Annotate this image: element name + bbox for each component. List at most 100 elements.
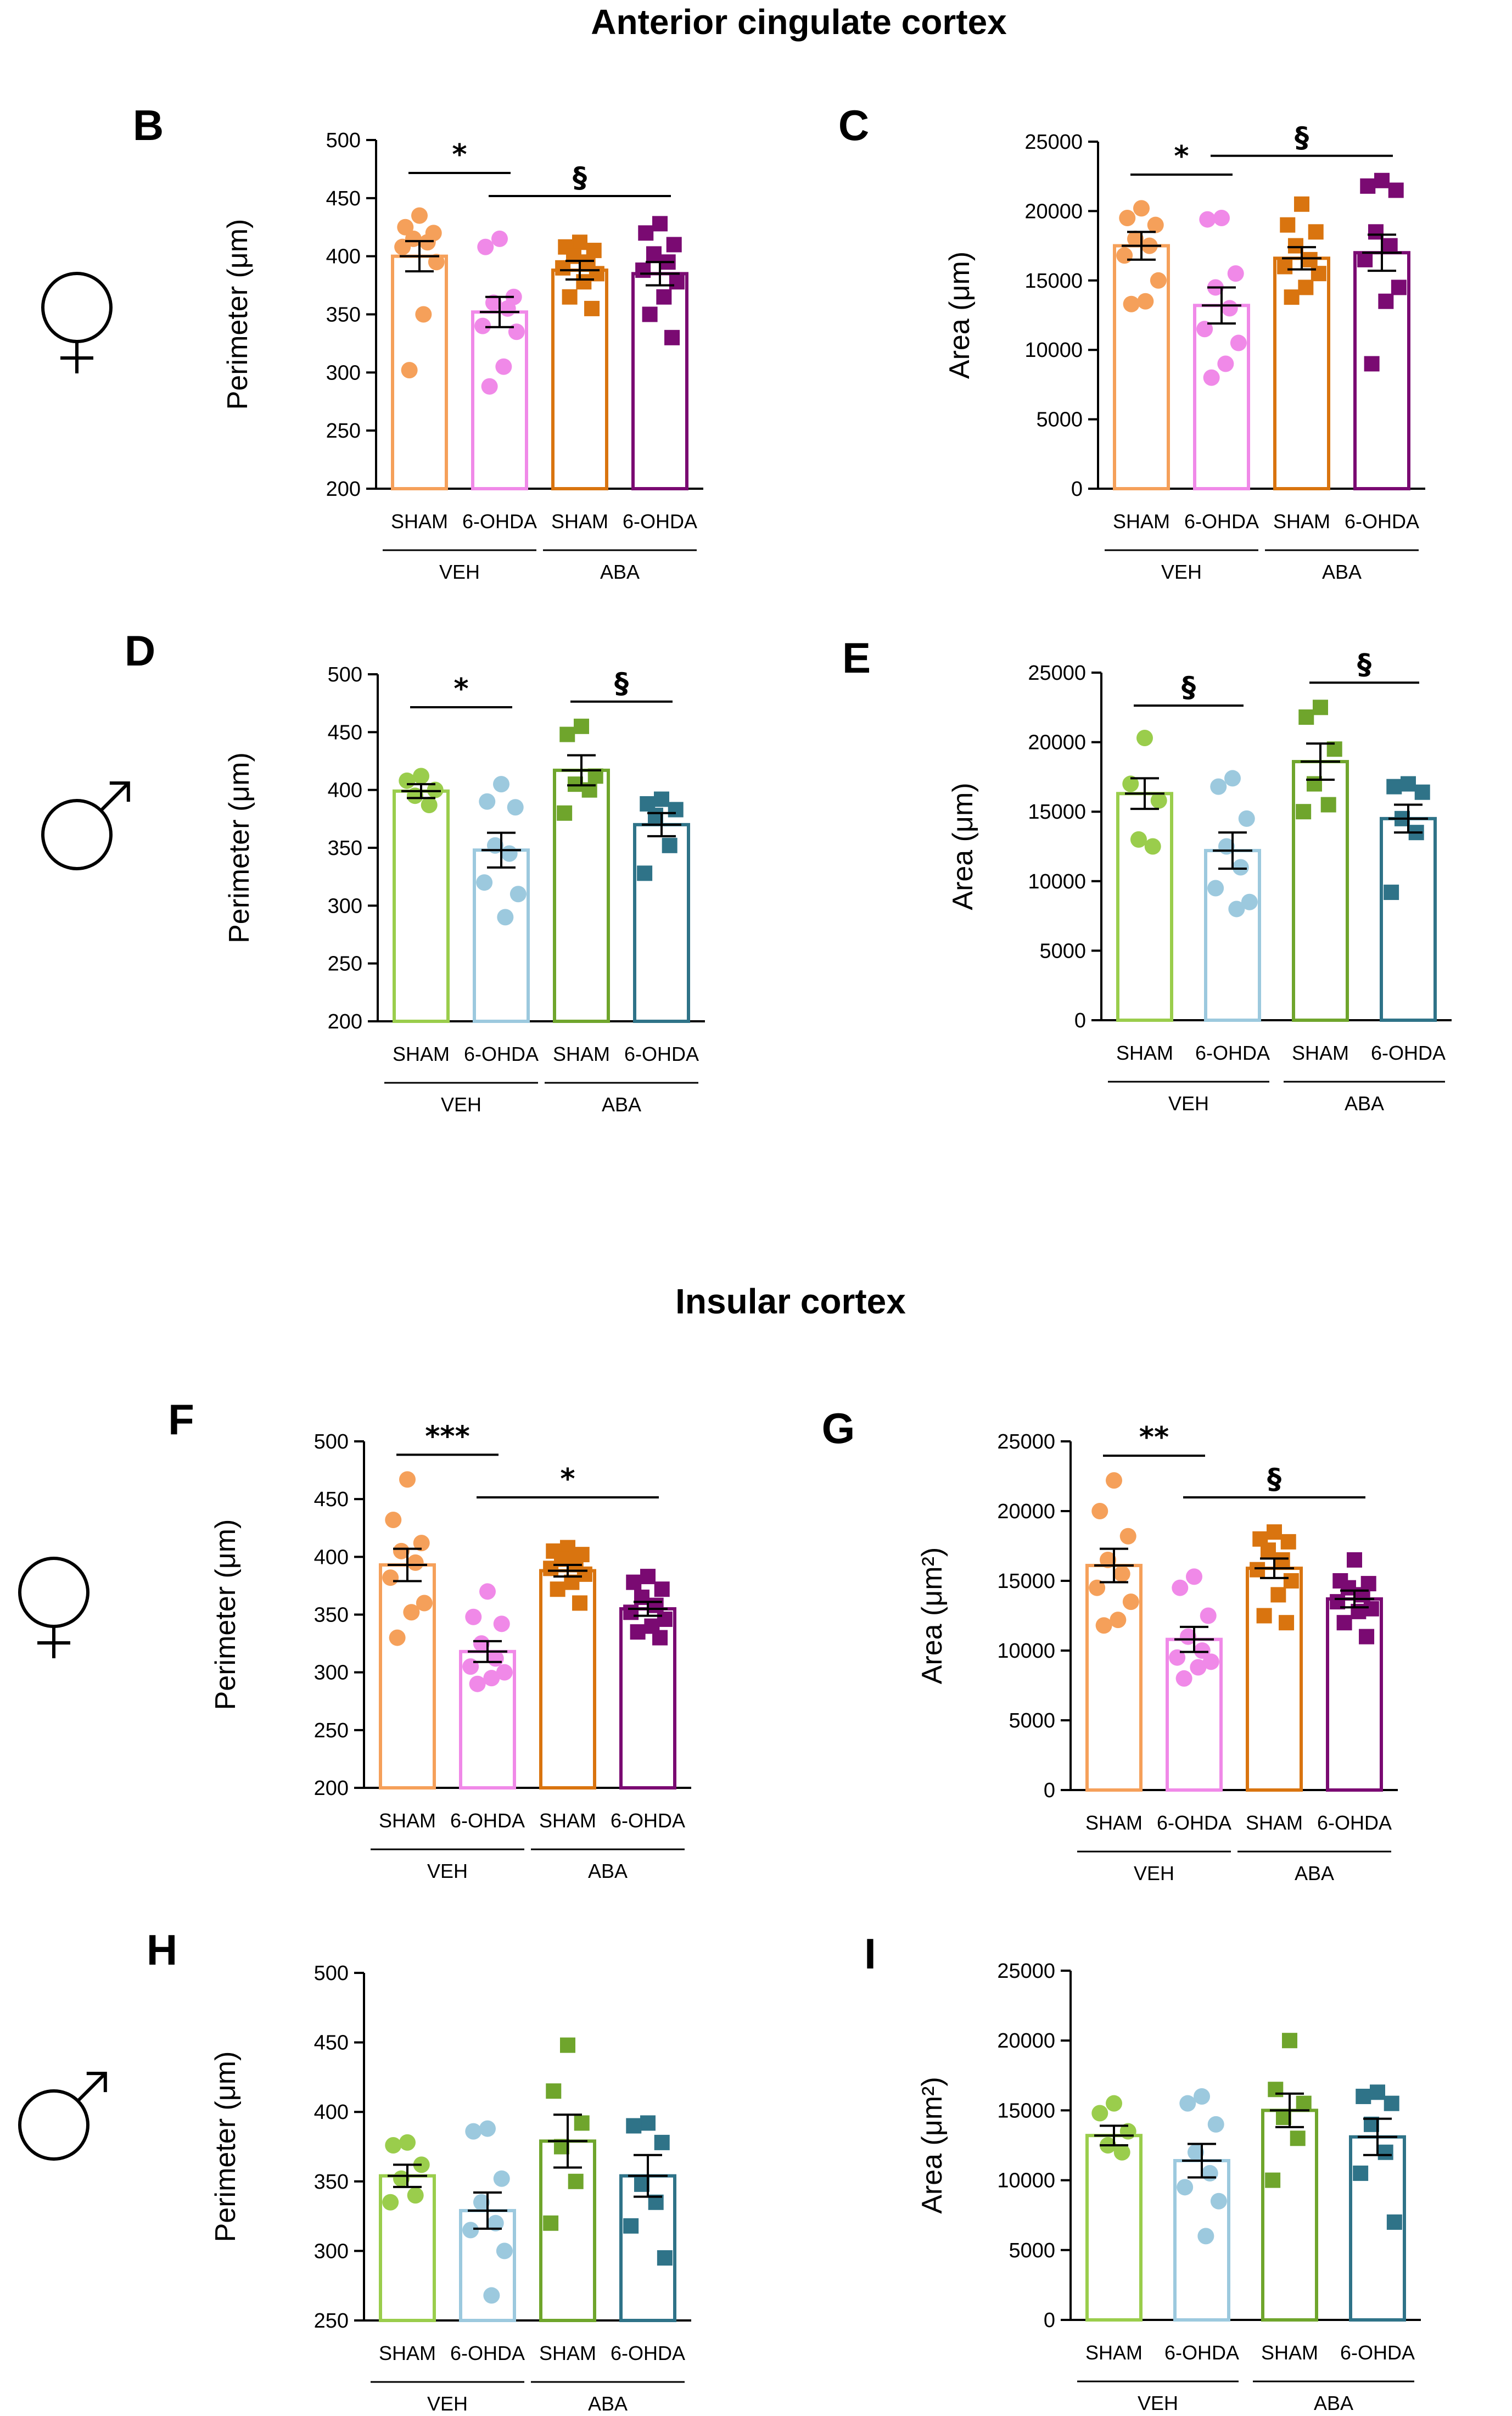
data-point <box>1224 770 1241 787</box>
data-point <box>1356 2088 1371 2104</box>
data-point <box>428 254 445 271</box>
symbol-arrow-shaft <box>76 2072 107 2102</box>
category-label: SHAM <box>393 1043 450 1065</box>
category-label: SHAM <box>379 1809 436 1832</box>
panel-letter: I <box>864 1930 876 1978</box>
data-point <box>1378 293 1394 309</box>
y-tick-label: 15000 <box>997 1570 1055 1593</box>
symbol-ring <box>18 1557 89 1628</box>
sex-symbols <box>18 272 130 2161</box>
bar <box>1326 1597 1383 1792</box>
category-label: SHAM <box>1273 510 1330 533</box>
data-point <box>657 2250 673 2266</box>
data-point <box>493 1615 510 1632</box>
data-point <box>483 2287 500 2304</box>
female-symbol-icon <box>18 1557 89 1658</box>
y-tick-label: 250 <box>314 1719 349 1742</box>
data-point <box>1414 784 1430 800</box>
bar <box>1380 816 1437 1022</box>
category-label: SHAM <box>1292 1042 1349 1064</box>
data-point <box>483 1670 500 1687</box>
data-point <box>559 726 575 742</box>
data-point <box>630 1624 646 1640</box>
data-point <box>1294 196 1309 212</box>
data-point <box>507 799 524 816</box>
data-point <box>1150 272 1167 289</box>
data-point <box>1267 1524 1282 1540</box>
charts: B 500 450 400 350 300 250 200 Perimeter (μm) SHAM… <box>125 101 1452 2415</box>
chart-panel-C: C 25000 20000 15000 10000 5000 0 Area (μm) SHAM 6… <box>838 101 1425 583</box>
data-point <box>560 2037 575 2053</box>
data-point <box>1357 251 1373 267</box>
data-point <box>421 797 438 814</box>
bar <box>619 2174 676 2323</box>
data-point <box>1169 1649 1186 1666</box>
data-point <box>479 1583 496 1600</box>
symbol-ring <box>18 2089 89 2161</box>
data-point <box>1110 1612 1127 1629</box>
group-label: ABA <box>588 1860 628 1882</box>
y-tick-label: 25000 <box>1024 131 1083 154</box>
data-point <box>487 2214 504 2232</box>
data-point <box>1296 804 1312 820</box>
data-point <box>1384 2095 1399 2111</box>
y-tick-label: 0 <box>1044 2309 1055 2332</box>
data-point <box>1099 1551 1116 1568</box>
category-label: SHAM <box>553 1043 610 1065</box>
data-point <box>1401 776 1416 792</box>
data-point <box>403 1604 420 1621</box>
category-label: 6-OHDA <box>450 2342 525 2364</box>
y-tick-label: 400 <box>314 2101 349 2124</box>
category-label: SHAM <box>391 510 448 533</box>
chart-panel-B: B 500 450 400 350 300 250 200 Perimeter (μm) SHAM… <box>133 101 703 583</box>
category-label: 6-OHDA <box>1317 1811 1392 1834</box>
symbol-ring <box>41 799 113 870</box>
data-point <box>416 1595 433 1612</box>
panel-letter: F <box>168 1395 194 1444</box>
data-point <box>1359 1629 1375 1645</box>
data-point <box>640 2115 656 2131</box>
data-point <box>393 2170 410 2187</box>
data-point <box>1284 289 1300 305</box>
data-point <box>499 300 516 317</box>
y-tick-label: 15000 <box>1024 270 1083 293</box>
y-tick-label: 450 <box>314 1488 349 1511</box>
panel-letter: G <box>822 1404 855 1452</box>
category-label: SHAM <box>539 1809 596 1832</box>
y-tick-label: 400 <box>328 779 362 802</box>
data-point <box>1260 1542 1276 1558</box>
y-tick-label: 0 <box>1071 478 1083 501</box>
data-point <box>562 289 578 305</box>
data-point <box>473 1635 490 1652</box>
y-axis-title: Perimeter (μm) <box>222 219 254 410</box>
data-point <box>493 776 509 793</box>
symbol-arrow-head <box>86 2072 107 2093</box>
y-tick-label: 25000 <box>1028 662 1086 685</box>
data-point <box>1200 1607 1217 1624</box>
data-point <box>509 886 527 903</box>
data-point <box>481 378 498 395</box>
data-point <box>576 274 592 290</box>
data-point <box>497 909 514 926</box>
data-point <box>419 234 436 251</box>
section-title-insular: Insular cortex <box>675 1282 906 1321</box>
category-label: 6-OHDA <box>611 1809 685 1832</box>
y-tick-label: 250 <box>314 2309 349 2333</box>
significance-label: § <box>1181 671 1196 704</box>
data-point <box>543 2215 559 2231</box>
chart-panel-G: G 25000 20000 15000 10000 5000 0 Area (μm²) SHAM… <box>822 1404 1398 1884</box>
y-tick-label: 5000 <box>1009 2239 1055 2262</box>
y-axis-title: Area (μm) <box>944 251 976 379</box>
category-label: 6-OHDA <box>450 1809 525 1832</box>
data-point <box>1386 2214 1402 2230</box>
data-point <box>557 805 573 821</box>
category-label: SHAM <box>379 2342 436 2364</box>
category-label: 6-OHDA <box>1371 1042 1446 1064</box>
data-point <box>1386 779 1402 795</box>
y-tick-label: 500 <box>314 1962 349 1985</box>
category-label: SHAM <box>1085 2341 1143 2364</box>
data-point <box>401 362 418 379</box>
panel-letter: D <box>125 627 155 675</box>
y-tick-label: 20000 <box>997 1500 1055 1523</box>
data-point <box>1194 2088 1210 2105</box>
